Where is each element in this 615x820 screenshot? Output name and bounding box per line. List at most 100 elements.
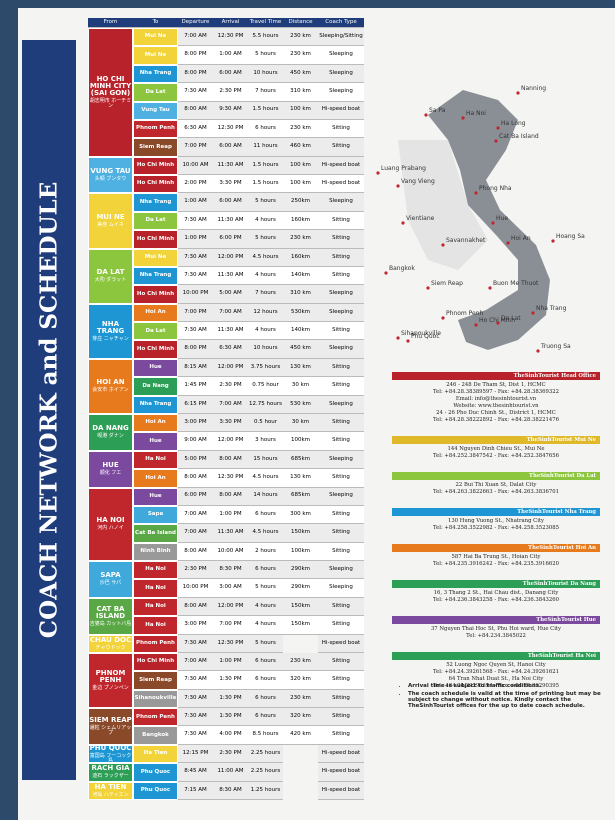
origin-native: 会安市 ホイアン xyxy=(92,387,129,394)
schedule-cell: 5 hours xyxy=(248,230,283,249)
schedule-cell: 7 hours xyxy=(248,285,283,304)
office-line: Website: www.thesinhtourist.vn xyxy=(453,403,539,409)
map-dot xyxy=(551,239,555,243)
map-dot xyxy=(441,243,445,247)
schedule-cell: Sleeping xyxy=(318,561,364,580)
schedule-cell: 7:00 AM xyxy=(178,652,213,672)
schedule-cell: 310 km xyxy=(283,83,318,102)
schedule-cell: 12:30 PM xyxy=(213,28,248,47)
schedule-cell: 100 km xyxy=(283,156,318,176)
schedule-cell: 2:30 PM xyxy=(213,744,248,764)
origin-cell: HA NOI 河内 ハノイ xyxy=(88,487,133,562)
origin-native: 迪石 ラックザー xyxy=(92,773,129,780)
map-dot xyxy=(406,339,410,343)
origin-native: 岘港 ダナン xyxy=(97,433,124,440)
destination-cell: Hue xyxy=(133,432,178,451)
destination-cell: Ha Tien xyxy=(133,744,178,764)
destination-cell: Hoi An xyxy=(133,303,178,323)
office-title: TheSinhTourist Nha Trang xyxy=(392,508,600,516)
schedule-cell: 320 km xyxy=(283,671,318,690)
office-line: 16, 3 Thang 2 St., Hai Chau dist., Danan… xyxy=(433,590,559,596)
origin-name: CHAU DOC xyxy=(89,635,132,644)
map-dot xyxy=(496,321,500,325)
schedule-cell: 150km xyxy=(283,524,318,543)
office-line: Tel: +84.263.3822663 - Fax: +84.263.3836… xyxy=(433,489,559,495)
destination-cell: Ho Chi Minh xyxy=(133,340,178,359)
map-label: Hoang Sa xyxy=(556,233,585,240)
schedule-cell: 1:30 PM xyxy=(213,708,248,727)
origin-cell: PHU QUOC 富国岛 フーコック島 xyxy=(88,744,133,764)
map-dot xyxy=(441,316,445,320)
schedule-cell: 5 hours xyxy=(248,46,283,65)
origin-native: 富国岛 フーコック島 xyxy=(89,752,132,764)
map-label: Vang Vieng xyxy=(401,178,435,185)
schedule-cell: 11:30 AM xyxy=(213,156,248,176)
schedule-cell: 12:30 PM xyxy=(213,119,248,139)
schedule-cell: 3 hours xyxy=(248,432,283,451)
schedule-cell: 7:30 AM xyxy=(178,266,213,286)
schedule-cell: 1.5 hours xyxy=(248,101,283,120)
schedule-cell: 10:00 PM xyxy=(178,285,213,304)
origin-native: 吉婆岛 カットバ島 xyxy=(89,620,132,627)
header-cell: Departure xyxy=(178,18,213,28)
office-title: TheSinhTourist Mui Ne xyxy=(392,436,600,444)
destination-cell: Mui Ne xyxy=(133,46,178,65)
destination-cell: Da Lat xyxy=(133,83,178,102)
office-line: 246 - 248 De Tham St, Dist 1, HCMC xyxy=(446,382,546,388)
map-dot xyxy=(474,323,478,327)
schedule-cell: 420 km xyxy=(283,726,318,745)
schedule-cell: 6:30 AM xyxy=(213,340,248,359)
destination-cell: Sihanoukville xyxy=(133,689,178,709)
schedule-cell: 12:00 PM xyxy=(213,358,248,378)
schedule-cell: Sleeping xyxy=(318,83,364,102)
destination-cell: Da Lat xyxy=(133,322,178,341)
schedule-cell: 8:00 PM xyxy=(178,46,213,65)
origin-name: HA NOI xyxy=(96,516,125,525)
origin-native: 河仙 ハティエン xyxy=(92,791,129,798)
schedule-cell: 7:30 AM xyxy=(178,83,213,102)
destination-cell: Sapa xyxy=(133,505,178,525)
schedule-cell: Sleeping xyxy=(318,579,364,598)
destination-cell: Nha Trang xyxy=(133,266,178,286)
schedule-cell: Sitting xyxy=(318,671,364,690)
schedule-cell: 310 km xyxy=(283,285,318,304)
origin-native: 暹粒 シェムリアップ xyxy=(89,724,132,736)
title: COACH NETWORK and SCHEDULE xyxy=(35,181,63,639)
origin-name: HO CHI MINH CITY (SAI GON) xyxy=(89,74,132,97)
schedule-cell: 2:00 PM xyxy=(178,175,213,194)
destination-cell: Cat Ba Island xyxy=(133,524,178,543)
office-line: Tel: +84.234.3845022 xyxy=(466,633,526,639)
schedule-cell: 230 km xyxy=(283,230,318,249)
schedule-cell: 11:30 AM xyxy=(213,266,248,286)
destination-cell: Hoi An xyxy=(133,414,178,433)
origin-cell: CAT BA ISLAND 吉婆岛 カットバ島 xyxy=(88,597,133,635)
office-line: 37 Nguyen Thai Hoc St, Phu Hoi ward, Hue… xyxy=(430,626,562,632)
origin-cell: DA LAT 大叻 ダラット xyxy=(88,248,133,304)
schedule-cell: 530km xyxy=(283,303,318,323)
schedule-cell: 290km xyxy=(283,561,318,580)
destination-cell: Phnom Penh xyxy=(133,119,178,139)
schedule-cell: Sleeping xyxy=(318,487,364,506)
schedule-cell: 11:30 AM xyxy=(213,322,248,341)
destination-cell: Hue xyxy=(133,487,178,506)
schedule-cell: 230 km xyxy=(283,46,318,65)
map-label: Hoi An xyxy=(511,235,531,242)
map-label: Ho Chi Minh xyxy=(479,317,515,324)
office-line: Tel: +84.236.3843258 - Fax: +84.236.3843… xyxy=(433,597,559,603)
map-dot xyxy=(426,286,430,290)
map-label: Nha Trang xyxy=(536,305,567,312)
header-cell: Coach Type xyxy=(318,18,364,28)
schedule-cell: 150km xyxy=(283,597,318,617)
schedule-cell: Sitting xyxy=(318,708,364,727)
schedule-cell: 3:30 PM xyxy=(213,414,248,433)
destination-cell: Bangkok xyxy=(133,726,178,745)
map-dot xyxy=(488,286,492,290)
schedule-cell: 160km xyxy=(283,211,318,231)
office-title: TheSinhTourist Da Lat xyxy=(392,472,600,480)
office: TheSinhTourist Nha Trang 130 Hung Vuong S… xyxy=(392,508,600,532)
map-label: Phong Nha xyxy=(479,185,512,192)
map-dot xyxy=(376,171,380,175)
origin-native: 大叻 ダラット xyxy=(94,277,127,284)
schedule-cell: 9:30 AM xyxy=(213,101,248,120)
schedule-cell: 1:00 AM xyxy=(213,46,248,65)
